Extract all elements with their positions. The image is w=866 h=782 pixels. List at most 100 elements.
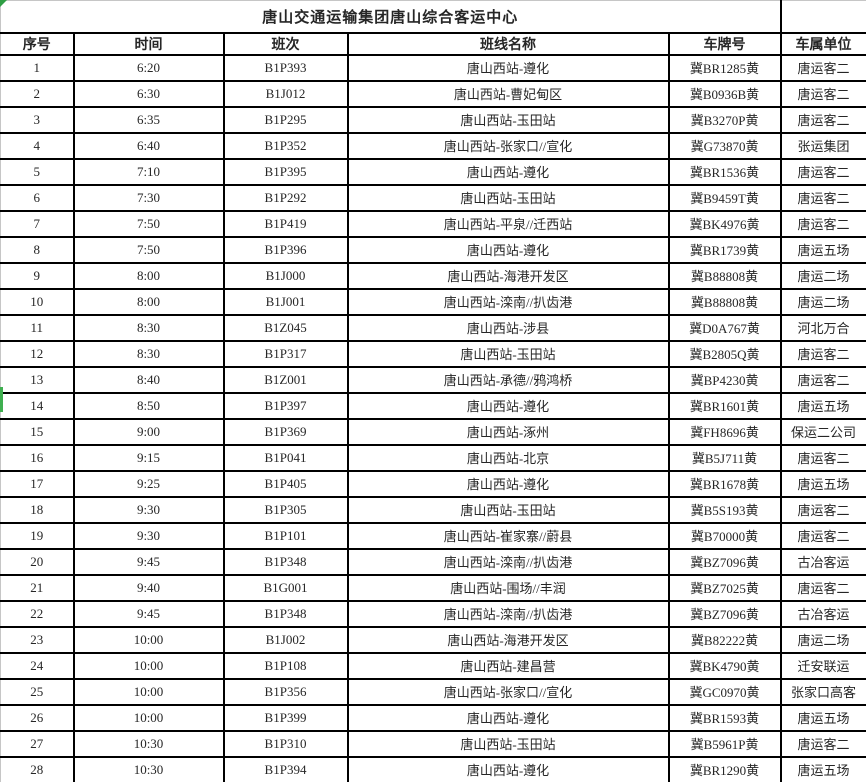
cell-plate[interactable]: 冀B88808黄 [667, 287, 782, 316]
cell-no[interactable]: 14 [0, 391, 75, 420]
cell-shift[interactable]: B1J001 [222, 287, 349, 316]
cell-shift[interactable]: B1P394 [222, 755, 349, 782]
cell-time[interactable]: 8:00 [72, 261, 225, 290]
cell-time[interactable]: 9:00 [72, 417, 225, 446]
cell-time[interactable]: 8:30 [72, 339, 225, 368]
cell-route[interactable]: 唐山西站-遵化 [346, 53, 670, 82]
cell-no[interactable]: 13 [0, 365, 75, 394]
cell-no[interactable]: 20 [0, 547, 75, 576]
cell-plate[interactable]: 冀B0936B黄 [667, 79, 782, 108]
cell-shift[interactable]: B1P101 [222, 521, 349, 550]
cell-no[interactable]: 10 [0, 287, 75, 316]
cell-route[interactable]: 唐山西站-张家口//宣化 [346, 131, 670, 160]
cell-shift[interactable]: B1P348 [222, 547, 349, 576]
cell-no[interactable]: 8 [0, 235, 75, 264]
cell-shift[interactable]: B1J000 [222, 261, 349, 290]
cell-unit[interactable]: 唐运二场 [779, 261, 866, 290]
cell-route[interactable]: 唐山西站-涉县 [346, 313, 670, 342]
cell-unit[interactable]: 唐运客二 [779, 729, 866, 758]
cell-route[interactable]: 唐山西站-玉田站 [346, 183, 670, 212]
cell-plate[interactable]: 冀BZ7096黄 [667, 547, 782, 576]
cell-time[interactable]: 8:40 [72, 365, 225, 394]
cell-unit[interactable]: 唐运二场 [779, 625, 866, 654]
cell-time[interactable]: 9:45 [72, 547, 225, 576]
cell-unit[interactable]: 唐运客二 [779, 495, 866, 524]
cell-plate[interactable]: 冀BR1601黄 [667, 391, 782, 420]
cell-no[interactable]: 9 [0, 261, 75, 290]
cell-unit[interactable]: 唐运客二 [779, 183, 866, 212]
cell-time[interactable]: 7:50 [72, 235, 225, 264]
cell-time[interactable]: 7:50 [72, 209, 225, 238]
cell-route[interactable]: 唐山西站-遵化 [346, 157, 670, 186]
cell-plate[interactable]: 冀BZ7096黄 [667, 599, 782, 628]
cell-unit[interactable]: 唐运客二 [779, 209, 866, 238]
cell-time[interactable]: 9:45 [72, 599, 225, 628]
cell-shift[interactable]: B1P305 [222, 495, 349, 524]
cell-shift[interactable]: B1P396 [222, 235, 349, 264]
cell-unit[interactable]: 唐运客二 [779, 365, 866, 394]
cell-time[interactable]: 9:30 [72, 521, 225, 550]
empty-title-cell[interactable] [779, 0, 866, 34]
col-header-plate[interactable]: 车牌号 [667, 31, 782, 56]
cell-no[interactable]: 16 [0, 443, 75, 472]
cell-time[interactable]: 6:35 [72, 105, 225, 134]
cell-shift[interactable]: B1P393 [222, 53, 349, 82]
cell-unit[interactable]: 唐运客二 [779, 521, 866, 550]
cell-plate[interactable]: 冀BR1290黄 [667, 755, 782, 782]
cell-route[interactable]: 唐山西站-围场//丰润 [346, 573, 670, 602]
cell-route[interactable]: 唐山西站-遵化 [346, 391, 670, 420]
cell-shift[interactable]: B1P369 [222, 417, 349, 446]
cell-time[interactable]: 10:00 [72, 703, 225, 732]
cell-no[interactable]: 17 [0, 469, 75, 498]
cell-route[interactable]: 唐山西站-海港开发区 [346, 625, 670, 654]
cell-shift[interactable]: B1P292 [222, 183, 349, 212]
cell-unit[interactable]: 唐运二场 [779, 287, 866, 316]
cell-no[interactable]: 2 [0, 79, 75, 108]
cell-route[interactable]: 唐山西站-曹妃甸区 [346, 79, 670, 108]
cell-no[interactable]: 15 [0, 417, 75, 446]
cell-route[interactable]: 唐山西站-滦南//扒齿港 [346, 599, 670, 628]
cell-time[interactable]: 9:40 [72, 573, 225, 602]
cell-route[interactable]: 唐山西站-涿州 [346, 417, 670, 446]
cell-plate[interactable]: 冀BR1536黄 [667, 157, 782, 186]
col-header-no[interactable]: 序号 [0, 31, 75, 56]
cell-time[interactable]: 10:30 [72, 755, 225, 782]
cell-shift[interactable]: B1G001 [222, 573, 349, 602]
cell-plate[interactable]: 冀B70000黄 [667, 521, 782, 550]
cell-no[interactable]: 19 [0, 521, 75, 550]
cell-route[interactable]: 唐山西站-玉田站 [346, 105, 670, 134]
cell-time[interactable]: 7:30 [72, 183, 225, 212]
cell-plate[interactable]: 冀B9459T黄 [667, 183, 782, 212]
cell-plate[interactable]: 冀B3270P黄 [667, 105, 782, 134]
cell-route[interactable]: 唐山西站-北京 [346, 443, 670, 472]
cell-time[interactable]: 8:50 [72, 391, 225, 420]
cell-no[interactable]: 26 [0, 703, 75, 732]
cell-route[interactable]: 唐山西站-滦南//扒齿港 [346, 287, 670, 316]
cell-unit[interactable]: 迁安联运 [779, 651, 866, 680]
col-header-unit[interactable]: 车属单位 [779, 31, 866, 56]
cell-unit[interactable]: 唐运客二 [779, 105, 866, 134]
page-title[interactable]: 唐山交通运输集团唐山综合客运中心 [0, 0, 782, 34]
cell-time[interactable]: 6:30 [72, 79, 225, 108]
cell-unit[interactable]: 唐运客二 [779, 339, 866, 368]
col-header-shift[interactable]: 班次 [222, 31, 349, 56]
cell-route[interactable]: 唐山西站-滦南//扒齿港 [346, 547, 670, 576]
cell-unit[interactable]: 唐运五场 [779, 235, 866, 264]
cell-time[interactable]: 6:20 [72, 53, 225, 82]
cell-route[interactable]: 唐山西站-玉田站 [346, 339, 670, 368]
cell-unit[interactable]: 古冶客运 [779, 547, 866, 576]
cell-route[interactable]: 唐山西站-崔家寨//蔚县 [346, 521, 670, 550]
cell-shift[interactable]: B1P352 [222, 131, 349, 160]
cell-unit[interactable]: 唐运五场 [779, 755, 866, 782]
cell-plate[interactable]: 冀B2805Q黄 [667, 339, 782, 368]
cell-no[interactable]: 21 [0, 573, 75, 602]
cell-shift[interactable]: B1J012 [222, 79, 349, 108]
cell-shift[interactable]: B1P295 [222, 105, 349, 134]
cell-shift[interactable]: B1P317 [222, 339, 349, 368]
cell-no[interactable]: 18 [0, 495, 75, 524]
cell-route[interactable]: 唐山西站-建昌营 [346, 651, 670, 680]
cell-unit[interactable]: 唐运五场 [779, 703, 866, 732]
cell-time[interactable]: 9:15 [72, 443, 225, 472]
cell-plate[interactable]: 冀B88808黄 [667, 261, 782, 290]
cell-plate[interactable]: 冀BR1285黄 [667, 53, 782, 82]
